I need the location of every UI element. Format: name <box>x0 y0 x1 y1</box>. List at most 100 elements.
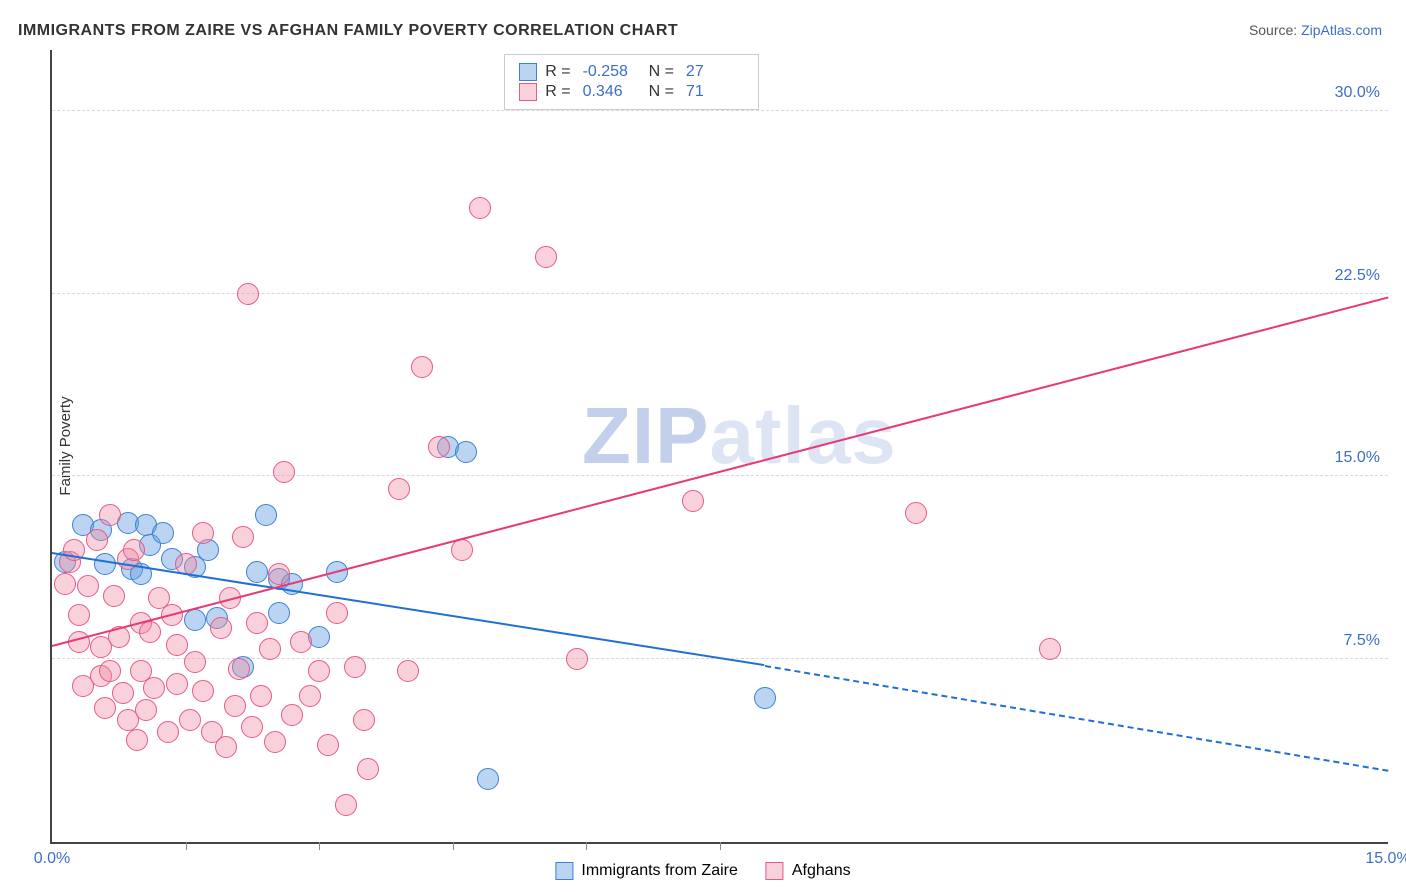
data-point <box>357 758 379 780</box>
x-minor-tick <box>186 842 187 850</box>
data-point <box>308 660 330 682</box>
legend-n-label: N = <box>649 63 674 81</box>
legend-swatch <box>519 63 537 81</box>
source-attribution: Source: ZipAtlas.com <box>1249 22 1382 38</box>
legend-item: Afghans <box>766 862 851 880</box>
data-point <box>397 660 419 682</box>
data-point <box>123 539 145 561</box>
data-point <box>299 685 321 707</box>
data-point <box>184 651 206 673</box>
data-point <box>268 563 290 585</box>
data-point <box>228 658 250 680</box>
x-minor-tick <box>586 842 587 850</box>
source-prefix: Source: <box>1249 22 1301 38</box>
data-point <box>246 612 268 634</box>
data-point <box>353 709 375 731</box>
data-point <box>268 602 290 624</box>
x-minor-tick <box>319 842 320 850</box>
data-point <box>290 631 312 653</box>
chart-title: IMMIGRANTS FROM ZAIRE VS AFGHAN FAMILY P… <box>18 22 678 40</box>
data-point <box>68 631 90 653</box>
data-point <box>1039 638 1061 660</box>
legend-r-label: R = <box>545 83 570 101</box>
data-point <box>157 721 179 743</box>
data-point <box>54 573 76 595</box>
trend-line <box>52 297 1388 647</box>
x-minor-tick <box>453 842 454 850</box>
data-point <box>905 502 927 524</box>
data-point <box>232 526 254 548</box>
data-point <box>255 504 277 526</box>
legend-top: R =-0.258N =27R =0.346N =71 <box>504 54 759 110</box>
data-point <box>192 680 214 702</box>
data-point <box>139 621 161 643</box>
data-point <box>237 283 259 305</box>
data-point <box>126 729 148 751</box>
y-tick-label: 7.5% <box>1344 632 1380 650</box>
legend-r-label: R = <box>545 63 570 81</box>
data-point <box>535 246 557 268</box>
data-point <box>99 660 121 682</box>
data-point <box>455 441 477 463</box>
data-point <box>428 436 450 458</box>
data-point <box>166 634 188 656</box>
data-point <box>411 356 433 378</box>
legend-n-label: N = <box>649 83 674 101</box>
data-point <box>477 768 499 790</box>
y-tick-label: 15.0% <box>1335 449 1380 467</box>
data-point <box>94 697 116 719</box>
legend-r-value: -0.258 <box>583 63 641 81</box>
x-tick-label: 15.0% <box>1365 850 1406 868</box>
trend-line <box>52 552 765 666</box>
chart-container: IMMIGRANTS FROM ZAIRE VS AFGHAN FAMILY P… <box>0 0 1406 892</box>
data-point <box>179 709 201 731</box>
data-point <box>241 716 263 738</box>
data-point <box>103 585 125 607</box>
legend-swatch <box>766 862 784 880</box>
data-point <box>215 736 237 758</box>
data-point <box>264 731 286 753</box>
legend-item: Immigrants from Zaire <box>555 862 737 880</box>
data-point <box>273 461 295 483</box>
plot-area: ZIPatlas 7.5%15.0%22.5%30.0%0.0%15.0% <box>50 50 1388 844</box>
data-point <box>335 794 357 816</box>
data-point <box>99 504 121 526</box>
data-point <box>68 604 90 626</box>
legend-r-value: 0.346 <box>583 83 641 101</box>
trend-line <box>764 665 1388 772</box>
data-point <box>94 553 116 575</box>
y-tick-label: 30.0% <box>1335 84 1380 102</box>
watermark-zip: ZIP <box>582 391 709 480</box>
data-point <box>344 656 366 678</box>
y-tick-label: 22.5% <box>1335 267 1380 285</box>
legend-series-label: Immigrants from Zaire <box>581 862 737 880</box>
gridline <box>52 110 1388 111</box>
data-point <box>112 682 134 704</box>
data-point <box>566 648 588 670</box>
data-point <box>152 522 174 544</box>
data-point <box>250 685 272 707</box>
x-minor-tick <box>720 842 721 850</box>
legend-row: R =0.346N =71 <box>519 83 744 101</box>
data-point <box>326 602 348 624</box>
data-point <box>224 695 246 717</box>
data-point <box>682 490 704 512</box>
legend-n-value: 27 <box>686 63 744 81</box>
data-point <box>77 575 99 597</box>
data-point <box>166 673 188 695</box>
gridline <box>52 475 1388 476</box>
data-point <box>469 197 491 219</box>
data-point <box>754 687 776 709</box>
legend-swatch <box>519 83 537 101</box>
legend-series-label: Afghans <box>792 862 851 880</box>
source-link[interactable]: ZipAtlas.com <box>1301 22 1382 38</box>
data-point <box>192 522 214 544</box>
data-point <box>317 734 339 756</box>
legend-swatch <box>555 862 573 880</box>
data-point <box>86 529 108 551</box>
data-point <box>259 638 281 660</box>
legend-bottom: Immigrants from Zaire Afghans <box>555 862 850 880</box>
data-point <box>281 704 303 726</box>
data-point <box>210 617 232 639</box>
data-point <box>388 478 410 500</box>
